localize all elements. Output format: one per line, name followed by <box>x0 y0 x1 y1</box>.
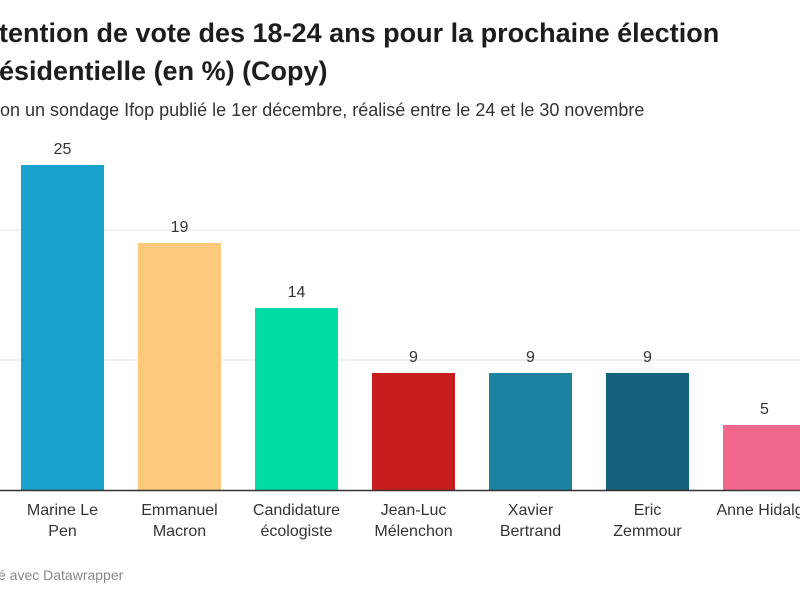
footer-credit: é avec Datawrapper <box>0 567 124 583</box>
chart-title-line-1: tention de vote des 18-24 ans pour la pr… <box>0 18 720 48</box>
category-label: Zemmour <box>613 523 682 540</box>
category-label: Eric <box>634 502 662 519</box>
category-label: Jean-Luc <box>381 502 447 519</box>
bar <box>255 308 338 490</box>
category-label: écologiste <box>260 523 332 540</box>
value-label: 25 <box>54 141 72 158</box>
category-label: Candidature <box>253 502 340 519</box>
value-label: 9 <box>409 349 418 366</box>
bar <box>489 373 572 490</box>
category-label: Anne Hidalgo <box>716 502 800 519</box>
chart-subtitle: on un sondage Ifop publié le 1er décembr… <box>0 100 645 120</box>
chart-title-line-2: ésidentielle (en %) (Copy) <box>0 56 328 86</box>
bar <box>138 243 221 490</box>
value-label: 9 <box>526 349 535 366</box>
bar <box>21 165 104 490</box>
value-label: 14 <box>288 284 306 301</box>
category-label: Marine Le <box>27 502 98 519</box>
bar <box>723 425 800 490</box>
category-label: Pen <box>48 523 76 540</box>
category-label: Emmanuel <box>141 502 217 519</box>
category-label: Xavier <box>508 502 554 519</box>
value-label: 5 <box>760 401 769 418</box>
category-label: Macron <box>153 523 206 540</box>
bar <box>606 373 689 490</box>
category-label: Bertrand <box>500 523 561 540</box>
value-label: 9 <box>643 349 652 366</box>
bar <box>372 373 455 490</box>
category-label: Mélenchon <box>374 523 452 540</box>
value-label: 19 <box>171 219 189 236</box>
